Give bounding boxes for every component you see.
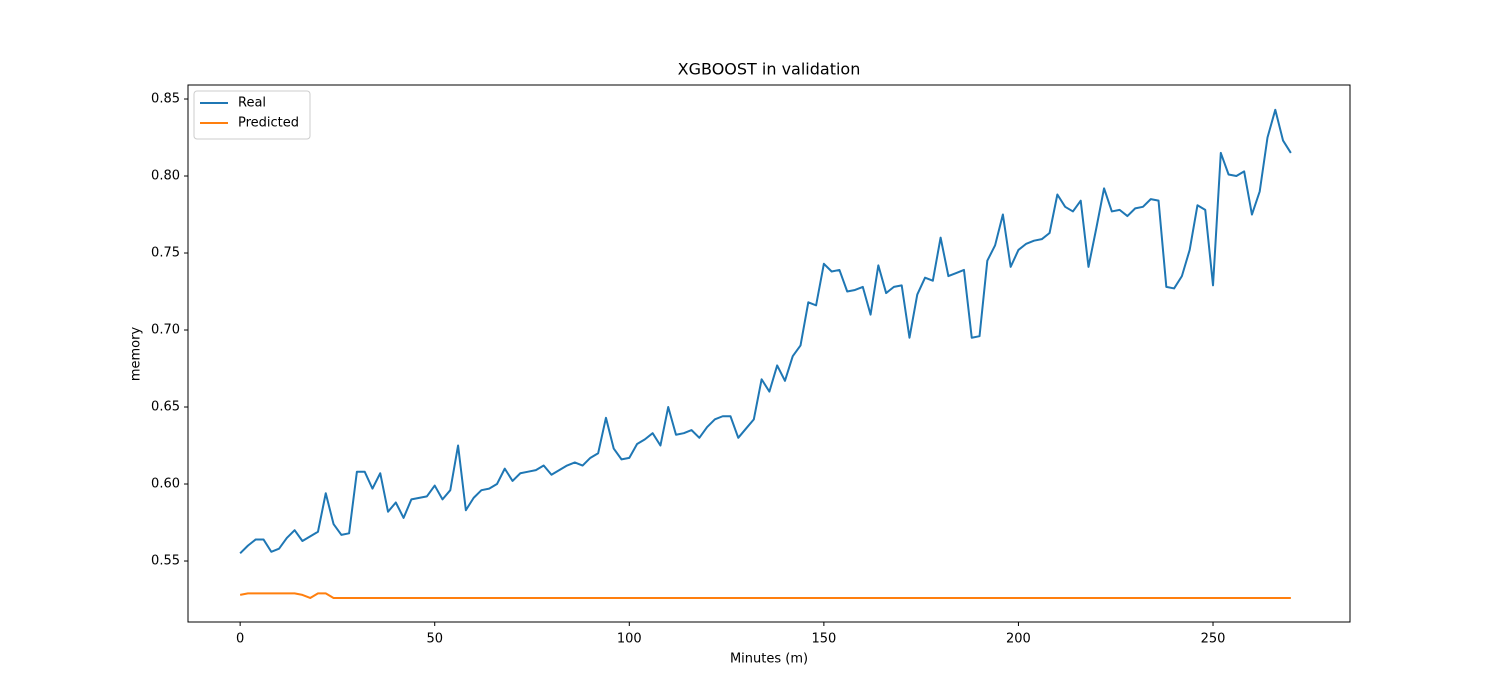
legend-label: Predicted [238, 116, 299, 131]
x-axis-label: Minutes (m) [730, 652, 808, 667]
x-tick-label: 100 [617, 632, 642, 647]
x-tick-label: 150 [811, 632, 836, 647]
legend-label: Real [238, 96, 266, 111]
x-tick-label: 0 [236, 632, 244, 647]
y-axis-label: memory [129, 327, 144, 382]
y-tick-label: 0.60 [151, 477, 180, 492]
plot-frame [187, 84, 1351, 623]
x-tick-label: 250 [1201, 632, 1226, 647]
x-tick-label: 50 [426, 632, 443, 647]
y-tick-label: 0.85 [151, 92, 180, 107]
chart-title: XGBOOST in validation [678, 60, 861, 79]
data-line [239, 592, 1291, 599]
y-tick-label: 0.75 [151, 246, 180, 261]
y-tick-label: 0.65 [151, 400, 180, 415]
y-tick-label: 0.70 [151, 323, 180, 338]
y-tick-label: 0.55 [151, 554, 180, 569]
y-tick-label: 0.80 [151, 169, 180, 184]
x-tick-label: 200 [1006, 632, 1031, 647]
data-line [239, 108, 1292, 555]
